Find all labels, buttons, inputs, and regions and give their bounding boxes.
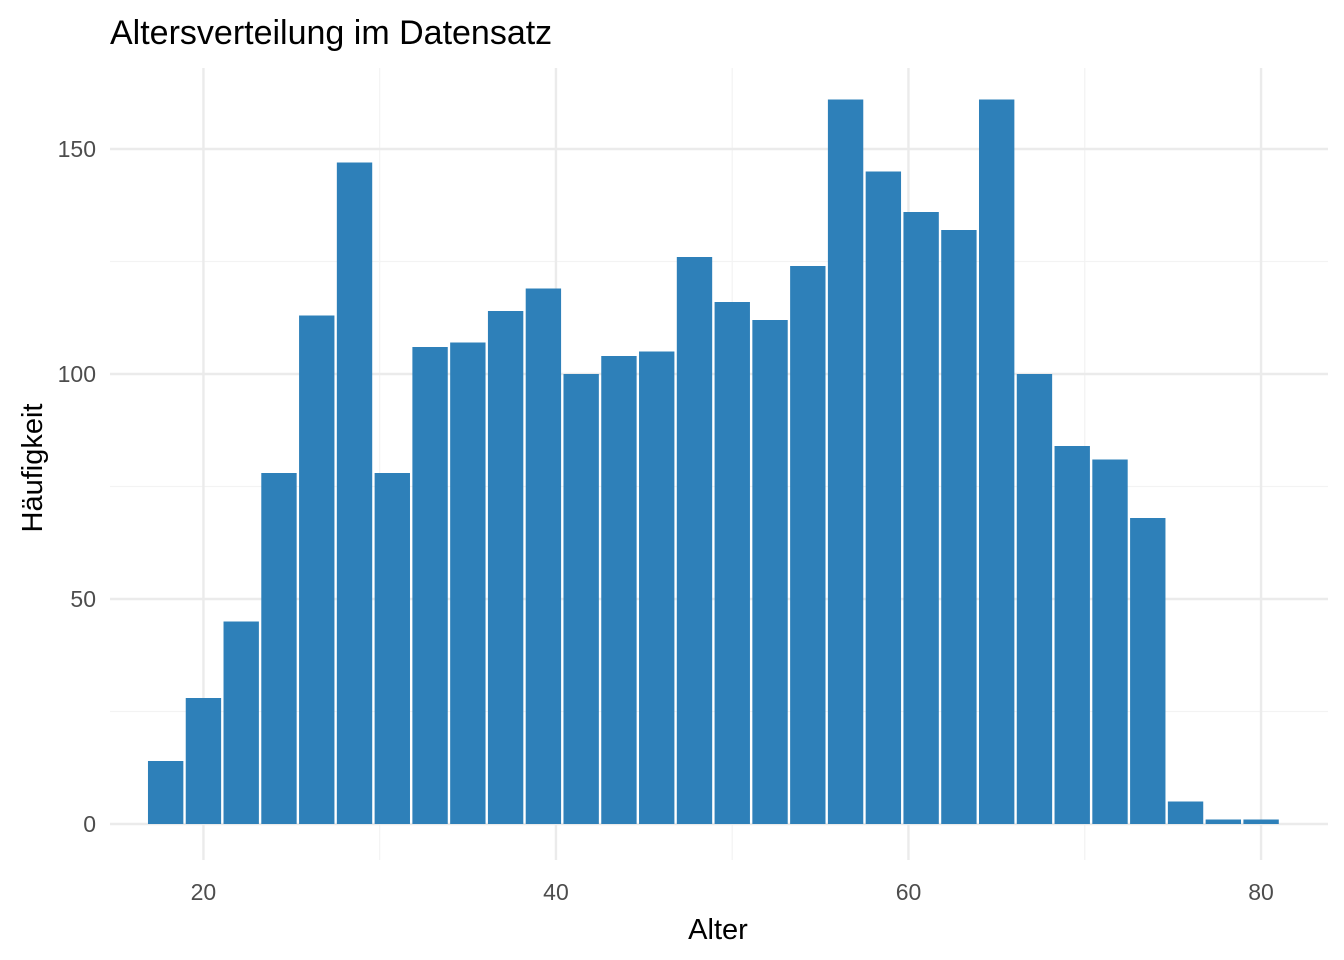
histogram-bar [223,621,259,824]
histogram-bar [1054,446,1090,824]
x-tick-label: 80 [1248,879,1274,905]
histogram-bar [978,99,1015,824]
histogram-bars [147,99,1279,824]
y-tick-label: 50 [70,586,96,612]
histogram-bar [1092,459,1128,824]
histogram-bar [374,473,410,824]
histogram-bar [1130,518,1166,824]
histogram-bar [601,356,637,824]
x-tick-label: 60 [896,879,922,905]
histogram-bar [487,311,524,824]
x-tick-label: 20 [191,879,217,905]
histogram-bar [639,351,675,824]
histogram-bar [185,698,222,824]
chart-title: Altersverteilung im Datensatz [110,14,552,52]
histogram-bar [676,257,713,824]
histogram-bar [827,99,864,824]
histogram-bar [450,342,486,824]
histogram-bar [525,288,562,824]
histogram-bar [1167,801,1204,824]
histogram-bar [752,320,788,824]
histogram-bar [299,315,335,824]
histogram-bar [903,212,939,824]
histogram-bar [941,230,977,824]
histogram-bar [1243,819,1279,824]
y-tick-label: 150 [58,136,96,162]
histogram-bar [563,374,599,824]
histogram-bar [865,171,902,824]
x-axis-title: Alter [688,914,748,946]
y-tick-label: 100 [58,361,96,387]
histogram-bar [412,347,448,824]
histogram-bar [261,473,297,824]
histogram-bar [790,266,826,824]
y-tick-label: 0 [83,811,96,837]
histogram-bar [714,302,750,824]
histogram-bar [1205,819,1242,824]
x-tick-label: 40 [543,879,569,905]
histogram-bar [336,162,373,824]
histogram-bar [1016,374,1053,824]
tick-labels: 20 40 60 80 0 50 100 150 [58,136,1274,905]
y-axis-title: Häufigkeit [17,404,49,533]
histogram-bar [147,761,184,824]
